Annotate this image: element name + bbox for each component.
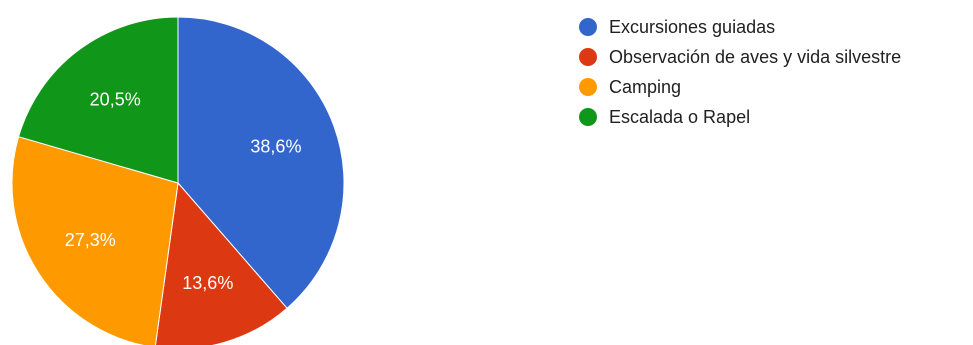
- legend-swatch: [579, 78, 597, 96]
- legend-swatch: [579, 18, 597, 36]
- pie-plot-area: 38,6% 13,6% 27,3% 20,5%: [11, 16, 345, 345]
- legend: Excursiones guiadas Observación de aves …: [572, 12, 901, 132]
- legend-item[interactable]: Observación de aves y vida silvestre: [572, 42, 901, 72]
- legend-item[interactable]: Escalada o Rapel: [572, 102, 901, 132]
- pie-slices: [11, 16, 345, 345]
- slice-value-label: 20,5%: [90, 89, 141, 109]
- legend-label: Camping: [609, 76, 682, 97]
- pie-slice[interactable]: [11, 136, 179, 345]
- legend-label: Escalada o Rapel: [609, 106, 751, 127]
- legend-label: Observación de aves y vida silvestre: [609, 46, 902, 67]
- slice-value-label: 27,3%: [65, 230, 116, 250]
- pie-slice[interactable]: [177, 16, 345, 309]
- legend-item[interactable]: Excursiones guiadas: [572, 12, 901, 42]
- pie-slice[interactable]: [17, 16, 179, 184]
- slice-value-label: 13,6%: [182, 273, 233, 293]
- slice-value-label: 38,6%: [250, 136, 301, 156]
- pie-slice[interactable]: [154, 181, 288, 345]
- legend-swatch: [579, 48, 597, 66]
- legend-item[interactable]: Camping: [572, 72, 901, 102]
- legend-swatch: [579, 108, 597, 126]
- pie-slice-labels: 38,6% 13,6% 27,3% 20,5%: [65, 89, 302, 293]
- legend-label: Excursiones guiadas: [609, 16, 776, 37]
